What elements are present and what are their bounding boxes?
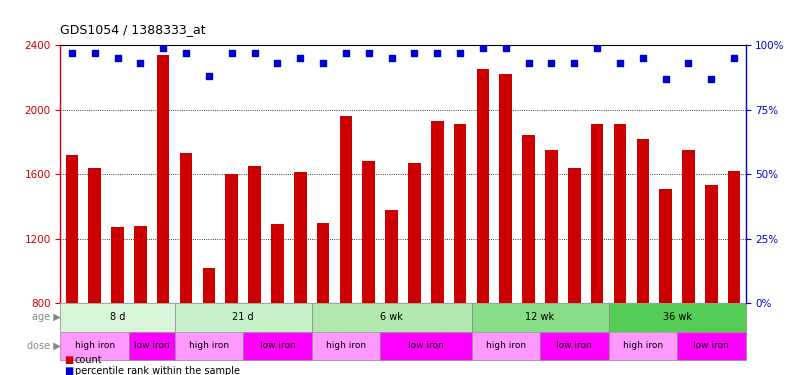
- Bar: [339, 116, 352, 303]
- Text: high iron: high iron: [623, 341, 663, 350]
- Text: high iron: high iron: [326, 341, 366, 350]
- Text: 8 d: 8 d: [110, 312, 125, 322]
- Text: ■: ■: [64, 366, 73, 375]
- Point: [339, 50, 352, 56]
- Bar: [637, 139, 649, 303]
- Point: [225, 50, 239, 56]
- Bar: [60, 332, 129, 360]
- Bar: [363, 161, 375, 303]
- Point: [613, 60, 626, 66]
- Text: 21 d: 21 d: [232, 312, 254, 322]
- Bar: [431, 121, 443, 303]
- Bar: [408, 163, 421, 303]
- Bar: [472, 332, 540, 360]
- Bar: [60, 303, 175, 332]
- Point: [567, 60, 580, 66]
- Bar: [609, 332, 677, 360]
- Text: ■: ■: [64, 355, 73, 365]
- Bar: [454, 124, 467, 303]
- Point: [156, 45, 169, 51]
- Bar: [65, 155, 78, 303]
- Point: [65, 50, 78, 56]
- Point: [728, 55, 741, 61]
- Point: [499, 45, 513, 51]
- Text: low iron: low iron: [556, 341, 592, 350]
- Text: age ▶: age ▶: [31, 312, 60, 322]
- Text: low iron: low iron: [408, 341, 444, 350]
- Bar: [380, 332, 472, 360]
- Point: [385, 55, 398, 61]
- Point: [317, 60, 330, 66]
- Text: low iron: low iron: [134, 341, 170, 350]
- Bar: [243, 332, 312, 360]
- Text: 12 wk: 12 wk: [526, 312, 555, 322]
- Point: [271, 60, 284, 66]
- Bar: [134, 226, 147, 303]
- Point: [180, 50, 193, 56]
- Bar: [180, 153, 193, 303]
- Bar: [545, 150, 558, 303]
- Bar: [294, 172, 306, 303]
- Point: [476, 45, 489, 51]
- Text: 6 wk: 6 wk: [380, 312, 403, 322]
- Bar: [591, 124, 604, 303]
- Bar: [472, 303, 609, 332]
- Bar: [312, 303, 472, 332]
- Point: [248, 50, 261, 56]
- Text: high iron: high iron: [486, 341, 526, 350]
- Point: [454, 50, 467, 56]
- Bar: [385, 210, 398, 303]
- Bar: [175, 332, 243, 360]
- Point: [363, 50, 376, 56]
- Text: percentile rank within the sample: percentile rank within the sample: [75, 366, 240, 375]
- Bar: [500, 74, 512, 303]
- Bar: [202, 268, 215, 303]
- Point: [591, 45, 604, 51]
- Point: [637, 55, 650, 61]
- Bar: [568, 168, 580, 303]
- Bar: [157, 55, 169, 303]
- Point: [88, 50, 101, 56]
- Point: [682, 60, 695, 66]
- Point: [430, 50, 443, 56]
- Bar: [522, 135, 535, 303]
- Bar: [677, 332, 746, 360]
- Point: [293, 55, 306, 61]
- Point: [111, 55, 124, 61]
- Bar: [682, 150, 695, 303]
- Bar: [111, 227, 124, 303]
- Text: low iron: low iron: [693, 341, 729, 350]
- Bar: [89, 168, 101, 303]
- Bar: [705, 185, 717, 303]
- Bar: [129, 332, 175, 360]
- Bar: [476, 69, 489, 303]
- Bar: [609, 303, 746, 332]
- Bar: [226, 174, 238, 303]
- Point: [704, 76, 717, 82]
- Text: high iron: high iron: [189, 341, 229, 350]
- Text: GDS1054 / 1388333_at: GDS1054 / 1388333_at: [60, 22, 206, 36]
- Text: low iron: low iron: [260, 341, 295, 350]
- Text: count: count: [75, 355, 102, 365]
- Text: high iron: high iron: [75, 341, 114, 350]
- Point: [545, 60, 558, 66]
- Bar: [317, 224, 330, 303]
- Text: 36 wk: 36 wk: [663, 312, 692, 322]
- Bar: [613, 124, 626, 303]
- Point: [202, 73, 215, 79]
- Bar: [659, 189, 672, 303]
- Bar: [271, 224, 284, 303]
- Bar: [540, 332, 609, 360]
- Bar: [312, 332, 380, 360]
- Text: dose ▶: dose ▶: [27, 341, 60, 351]
- Bar: [175, 303, 312, 332]
- Point: [522, 60, 535, 66]
- Point: [408, 50, 421, 56]
- Bar: [248, 166, 261, 303]
- Point: [659, 76, 672, 82]
- Bar: [728, 171, 741, 303]
- Point: [134, 60, 147, 66]
- Bar: [60, 303, 746, 375]
